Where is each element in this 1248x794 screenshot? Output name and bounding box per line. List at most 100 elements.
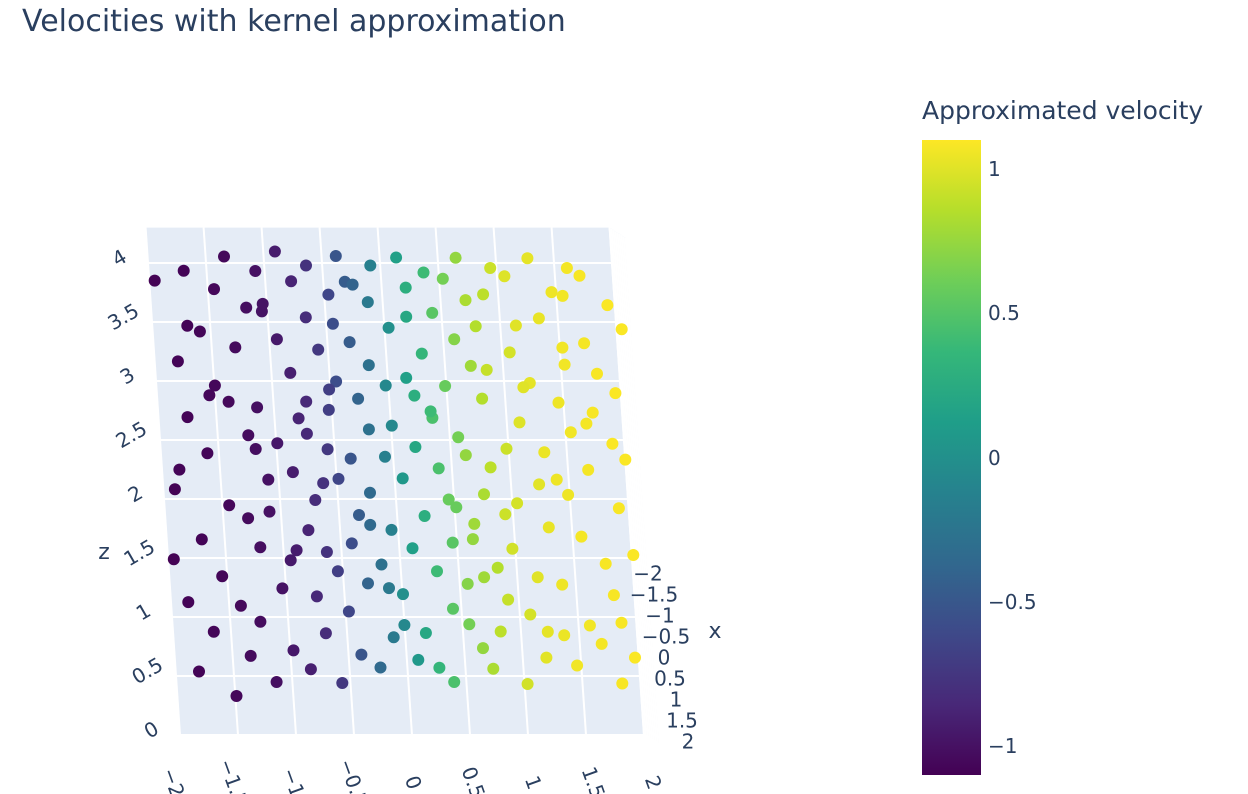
data-point [439,380,452,392]
data-point [448,333,461,346]
data-point [263,505,276,518]
data-point [208,379,221,392]
data-point [364,259,377,272]
data-point [193,325,206,338]
data-point [353,509,365,521]
data-point [538,446,551,459]
data-point [571,659,584,672]
data-point [256,297,269,310]
data-point [418,510,431,522]
data-point [491,561,504,574]
data-point [398,619,411,631]
data-point [385,419,398,432]
data-point [262,473,275,486]
data-point [379,379,392,392]
data-point [595,637,608,650]
data-point [540,651,553,664]
data-point [249,443,262,455]
data-point [612,502,625,515]
data-point [299,311,312,324]
data-point [208,283,220,296]
data-point [506,542,519,555]
data-point [468,517,481,530]
data-point [502,593,515,606]
data-point [477,642,489,655]
x-tick-label: 1 [670,688,683,712]
data-point [201,447,214,460]
data-point [242,429,255,442]
data-point [480,363,493,376]
data-point [415,347,428,360]
data-point [364,486,376,499]
data-point [374,661,387,674]
data-point [207,625,220,638]
data-point [607,589,620,602]
data-point [433,661,446,674]
data-point [148,274,161,287]
data-point [533,478,546,491]
x-gridline [618,233,655,742]
y-tick-label: −1.5 [214,756,253,794]
scene-background [145,227,660,746]
x-gridline [608,227,645,736]
data-point [270,676,283,688]
data-point [268,245,281,258]
data-point [615,323,628,336]
x-tick-label: −1.5 [630,583,679,607]
data-point [300,427,313,440]
z-tick-label: 3 [116,362,139,389]
data-point [240,301,253,314]
data-point [426,306,439,319]
x-gridline [616,232,653,741]
data-point [599,557,612,570]
data-point [541,625,554,638]
data-point [292,412,305,425]
y-tick-label: −1 [277,765,310,794]
data-point [452,431,465,444]
data-point [287,644,300,657]
data-point [342,605,355,618]
scatter3d-plot[interactable]: −2 −1.5 −1 −0.5 0 0.5 1 1.5 200.511.522.533.54z−… [0,0,900,794]
data-point [545,286,558,299]
data-point [487,662,500,675]
data-point [346,278,359,291]
data-point [449,251,462,264]
data-point [461,577,474,590]
data-point [531,571,544,584]
data-point [513,416,526,429]
y-tick-label: 0.5 [457,763,490,794]
data-point [361,296,374,309]
colorbar [922,140,981,775]
x-gridline [624,237,661,746]
data-point [550,473,563,486]
data-point [469,320,482,333]
colorbar-tick-label: 0 [988,445,1001,470]
data-point [521,678,534,690]
x-tick-label: −0.5 [642,625,691,649]
x-tick-label: 0 [658,646,671,670]
data-point [286,466,299,479]
data-point [193,665,205,678]
data-point [446,536,459,549]
data-point [511,497,524,510]
y-tick-label: −0.5 [334,756,373,794]
data-point [182,596,195,609]
data-points [148,245,641,702]
data-point [254,615,267,628]
data-point [362,577,374,590]
y-tick-label: 1.5 [577,763,610,794]
data-point [352,392,365,405]
chart-title: Velocities with kernel approximation [22,4,566,39]
colorbar-tick-label: 1 [988,156,1001,181]
data-point [582,463,595,476]
data-point [321,443,334,456]
x-tick-label: 1.5 [666,709,698,733]
data-point [322,288,335,301]
data-point [244,649,257,662]
y-gridline [376,227,413,736]
data-point [167,553,180,566]
data-point [448,676,461,688]
data-point [558,358,571,371]
data-point [412,653,425,666]
colorbar-gradient [922,140,981,775]
